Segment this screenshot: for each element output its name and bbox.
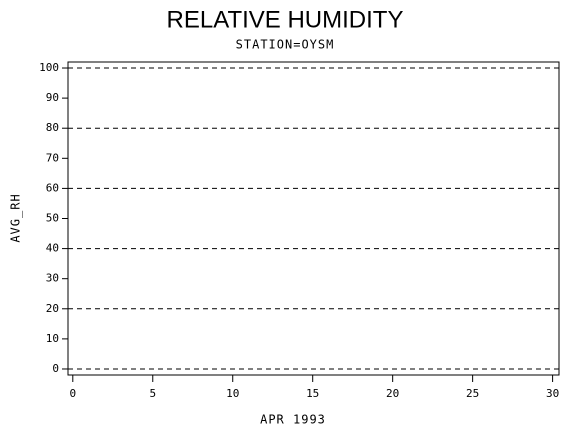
y-tick-label: 80 (46, 121, 59, 134)
y-tick-label: 20 (46, 302, 59, 315)
chart-title: RELATIVE HUMIDITY (167, 6, 404, 33)
x-axis-label: APR 1993 (260, 413, 326, 427)
x-tick-label: 5 (149, 387, 156, 400)
y-tick-label: 60 (46, 181, 59, 194)
y-tick-label: 30 (46, 272, 59, 285)
y-tick-label: 100 (39, 61, 59, 74)
plot-frame (67, 61, 560, 376)
x-tick-label: 30 (546, 387, 559, 400)
y-tick-label: 0 (52, 362, 59, 375)
x-tick-label: 15 (306, 387, 319, 400)
y-tick-label: 50 (46, 212, 59, 225)
y-tick-label: 70 (46, 151, 59, 164)
x-tick-label: 25 (466, 387, 479, 400)
x-tick-label: 20 (386, 387, 399, 400)
x-tick-label: 10 (226, 387, 239, 400)
y-tick-label: 10 (46, 332, 59, 345)
y-tick-label: 90 (46, 91, 59, 104)
chart-subtitle: STATION=OYSM (236, 38, 335, 52)
y-axis-label: AVG_RH (9, 193, 23, 242)
y-tick-label: 40 (46, 242, 59, 255)
x-tick-label: 0 (69, 387, 76, 400)
